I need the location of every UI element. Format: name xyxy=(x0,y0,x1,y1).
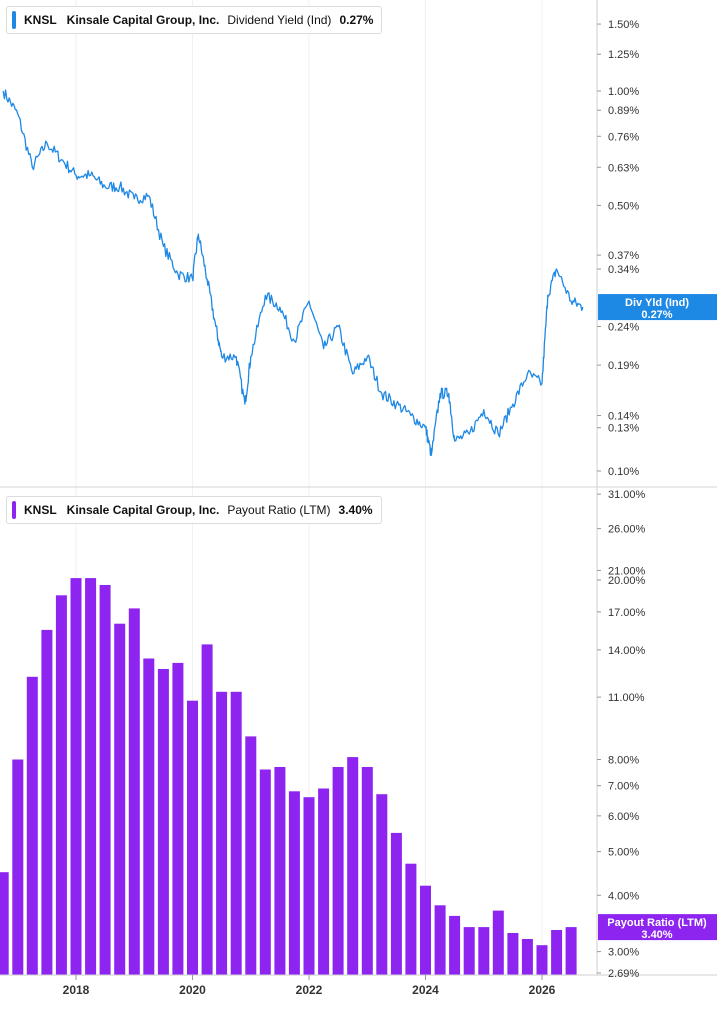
payout-ratio-bar xyxy=(434,905,446,975)
legend-metric: Dividend Yield (Ind) xyxy=(227,13,332,27)
y-tick-label: 0.63% xyxy=(608,162,639,174)
payout-ratio-bar xyxy=(332,767,344,975)
y-tick-label: 0.34% xyxy=(608,264,639,276)
payout-ratio-bar xyxy=(420,885,431,975)
payout-ratio-bar xyxy=(449,915,461,975)
y-tick-label: 3.00% xyxy=(608,947,639,959)
payout-ratio-bar xyxy=(128,608,140,975)
payout-ratio-bar xyxy=(70,578,82,975)
payout-ratio-bar xyxy=(143,658,155,975)
dividend-yield-line xyxy=(2,89,584,456)
payout-ratio-bar xyxy=(55,595,67,975)
legend-company: Kinsale Capital Group, Inc. xyxy=(66,13,220,27)
payout-ratio-bar xyxy=(26,676,38,975)
payout-ratio-bar xyxy=(201,644,213,975)
y-tick-label: 0.24% xyxy=(608,322,639,334)
y-tick-label: 20.00% xyxy=(608,575,646,587)
x-tick-label: 2024 xyxy=(412,983,439,997)
payout-ratio-bar xyxy=(216,691,228,975)
dividend-yield-legend: KNSL Kinsale Capital Group, Inc. Dividen… xyxy=(6,6,383,34)
end-label-title: Payout Ratio (LTM) xyxy=(607,917,707,929)
y-tick-label: 0.19% xyxy=(608,360,639,372)
legend-ticker: KNSL xyxy=(24,503,57,517)
payout-ratio-bar xyxy=(245,736,257,975)
payout-ratio-bar xyxy=(536,945,548,975)
payout-ratio-bar xyxy=(318,788,330,975)
x-tick-label: 2022 xyxy=(296,983,323,997)
y-tick-label: 0.10% xyxy=(608,466,639,478)
payout-ratio-bar xyxy=(405,863,417,975)
payout-ratio-bar xyxy=(507,933,519,975)
dividend-yield-end-label-box xyxy=(598,294,717,321)
payout-ratio-bar xyxy=(478,927,490,975)
y-tick-label: 17.00% xyxy=(608,607,646,619)
y-tick-label: 6.00% xyxy=(608,811,639,823)
payout-ratio-bar xyxy=(41,629,53,975)
y-tick-label: 1.25% xyxy=(608,49,639,61)
payout-ratio-bar xyxy=(114,623,126,975)
end-label-value: 3.40% xyxy=(641,929,672,941)
y-tick-label: 8.00% xyxy=(608,754,639,766)
x-tick-label: 2020 xyxy=(179,983,206,997)
payout-ratio-bar xyxy=(521,939,533,975)
legend-value: 0.27% xyxy=(339,13,374,27)
x-tick-label: 2018 xyxy=(63,983,90,997)
legend-metric: Payout Ratio (LTM) xyxy=(227,503,331,517)
y-tick-label: 0.76% xyxy=(608,131,639,143)
payout-ratio-bar xyxy=(187,700,198,975)
payout-ratio-bar xyxy=(230,691,242,975)
payout-ratio-bar xyxy=(12,759,24,975)
legend-ticker: KNSL xyxy=(24,13,57,27)
y-tick-label: 1.50% xyxy=(608,19,639,31)
end-label-title: Div Yld (Ind) xyxy=(625,297,689,309)
x-tick-label: 2026 xyxy=(529,983,556,997)
payout-ratio-bar xyxy=(361,767,373,975)
payout-ratio-bar xyxy=(463,927,475,975)
payout-ratio-swatch xyxy=(12,501,16,519)
payout-ratio-end-label-box xyxy=(598,914,717,941)
payout-ratio-bar xyxy=(0,872,9,975)
end-label-value: 0.27% xyxy=(641,309,672,321)
y-tick-label: 2.69% xyxy=(608,968,639,980)
y-tick-label: 0.89% xyxy=(608,105,639,117)
y-tick-label: 4.00% xyxy=(608,890,639,902)
dividend-yield-swatch xyxy=(12,11,16,29)
payout-ratio-bar xyxy=(274,767,286,975)
y-tick-label: 1.00% xyxy=(608,86,639,98)
y-tick-label: 11.00% xyxy=(608,692,645,704)
y-tick-label: 0.14% xyxy=(608,410,639,422)
y-tick-label: 0.13% xyxy=(608,423,639,435)
legend-value: 3.40% xyxy=(338,503,373,517)
payout-ratio-bar xyxy=(85,578,97,975)
payout-ratio-bar xyxy=(157,669,169,975)
y-tick-label: 21.00% xyxy=(608,565,646,577)
y-tick-label: 31.00% xyxy=(608,489,646,501)
y-tick-label: 26.00% xyxy=(608,524,646,536)
payout-ratio-bar xyxy=(99,585,111,975)
y-tick-label: 5.00% xyxy=(608,847,639,859)
legend-company: Kinsale Capital Group, Inc. xyxy=(66,503,220,517)
payout-ratio-bar xyxy=(172,662,184,975)
y-tick-label: 7.00% xyxy=(608,781,639,793)
payout-ratio-bar xyxy=(390,832,402,975)
payout-ratio-bar xyxy=(565,927,577,975)
payout-ratio-bar xyxy=(288,791,300,975)
payout-ratio-bar xyxy=(551,930,563,975)
y-tick-label: 0.50% xyxy=(608,200,639,212)
y-tick-label: 14.00% xyxy=(608,645,646,657)
payout-ratio-bar xyxy=(376,794,388,975)
y-tick-label: 0.37% xyxy=(608,250,639,262)
payout-ratio-bar xyxy=(259,769,271,975)
payout-ratio-bar xyxy=(492,910,504,975)
payout-ratio-legend: KNSL Kinsale Capital Group, Inc. Payout … xyxy=(6,496,382,524)
payout-ratio-bar xyxy=(303,797,315,975)
payout-ratio-bar xyxy=(347,757,359,975)
